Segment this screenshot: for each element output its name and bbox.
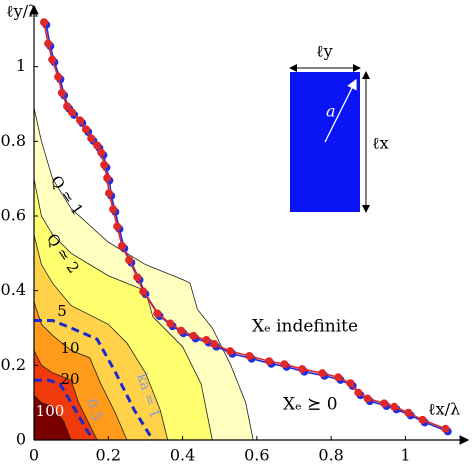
marker (105, 189, 114, 198)
marker (363, 394, 372, 403)
marker (210, 340, 219, 349)
marker (76, 116, 85, 125)
y-tick-label: 0.6 (1, 206, 26, 225)
marker (189, 331, 198, 340)
marker (113, 222, 122, 231)
marker (97, 148, 106, 157)
marker (354, 388, 363, 397)
inset: ℓy ℓx a (289, 42, 389, 213)
x-tick-label: 0.4 (170, 446, 195, 465)
marker (133, 273, 142, 282)
marker (280, 360, 289, 369)
marker (40, 18, 49, 27)
contour-label: 5 (57, 302, 67, 320)
marker (48, 55, 57, 64)
marker (390, 402, 399, 411)
marker (298, 365, 307, 374)
contour-label: 10 (60, 339, 79, 357)
dashed-curve (34, 378, 95, 441)
marker (318, 369, 327, 378)
marker (87, 134, 96, 143)
marker (63, 102, 72, 111)
marker (44, 39, 53, 48)
annotation: Xₑ ⪰ 0 (283, 395, 338, 415)
marker (139, 287, 148, 296)
y-tick-label: 0.4 (1, 280, 26, 299)
marker (93, 141, 102, 150)
contour-label: 20 (60, 370, 79, 388)
radius-arrow (324, 78, 357, 143)
x-tick-label: 0.6 (244, 446, 269, 465)
marker (346, 379, 355, 388)
x-tick-label: 1 (400, 446, 410, 465)
y-tick-label: 1 (16, 56, 26, 75)
x-tick-label: 0.2 (96, 446, 121, 465)
marker (57, 88, 66, 97)
marker (166, 319, 175, 328)
marker (265, 357, 274, 366)
marker (153, 309, 162, 318)
y-tick-label: 0.8 (1, 131, 26, 150)
inset-label: a (326, 102, 336, 121)
marker (177, 326, 186, 335)
marker (380, 399, 389, 408)
dashed-curve (34, 319, 155, 441)
marker (441, 424, 450, 433)
dashed-curve-label: 0.5 (83, 397, 105, 423)
marker (125, 256, 134, 265)
marker (202, 335, 211, 344)
x-axis-label: ℓx/λ (428, 400, 460, 419)
marker (82, 125, 90, 134)
marker (118, 241, 127, 250)
marker (109, 205, 118, 214)
y-tick-label: 0.2 (1, 355, 26, 374)
marker (103, 173, 112, 182)
marker (54, 72, 63, 81)
y-axis-label: ℓy/λ (6, 2, 38, 21)
y-tick-label: 0 (16, 430, 26, 449)
marker (334, 373, 343, 382)
x-tick-label: 0.8 (318, 446, 343, 465)
marker (418, 415, 427, 424)
x-tick-label: 0 (29, 446, 39, 465)
marker (404, 408, 413, 417)
annotation: Xₑ indefinite (252, 317, 358, 337)
contour-label: 100 (36, 402, 65, 420)
inset-label: ℓx (372, 134, 389, 153)
marker (67, 108, 76, 117)
marker (226, 347, 235, 356)
marker (245, 352, 254, 360)
inset-label: ℓy (316, 42, 333, 61)
marker (100, 160, 109, 169)
